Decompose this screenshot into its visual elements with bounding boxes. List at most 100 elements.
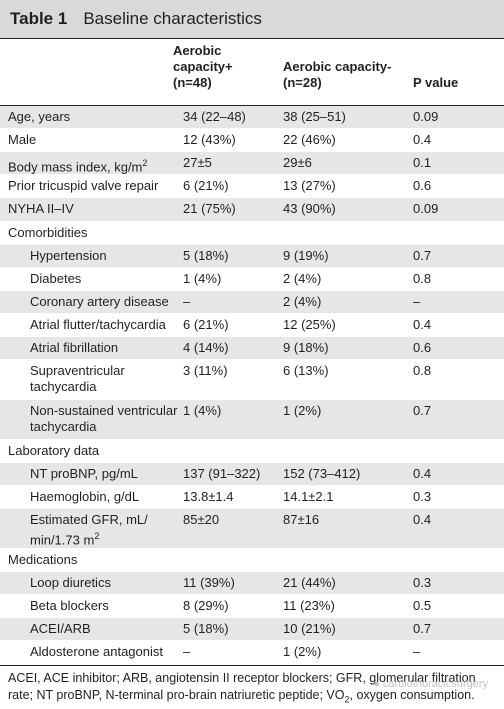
aerobic-plus-cell: – — [183, 644, 191, 659]
table-row: ACEI/ARB 5 (18%) 10 (21%) 0.7 — [0, 618, 504, 641]
table-row: Male 12 (43%) 22 (46%) 0.4 — [0, 129, 504, 152]
table-title-bar: Table 1 Baseline characteristics — [0, 0, 504, 38]
row-label-text: Body mass index, kg/m — [8, 159, 143, 175]
aerobic-minus-cell: 9 (19%) — [283, 248, 329, 263]
row-label: ACEI/ARB — [0, 618, 183, 640]
p-value-cell — [413, 549, 504, 571]
table-row: Prior tricuspid valve repair 6 (21%) 13 (2… — [0, 175, 504, 198]
row-label-text: Coronary artery disease — [30, 294, 169, 309]
row-label: Loop diuretics — [0, 572, 183, 594]
aerobic-plus-cell — [183, 222, 283, 244]
table-row: NT proBNP, pg/mL 137 (91–322) 152 (73–412)… — [0, 463, 504, 486]
aerobic-minus-cell: 11 (23%) — [283, 598, 335, 613]
row-label-text: Estimated GFR, mL/ — [30, 512, 148, 527]
watermark-text: cardiothoracicsurgery — [382, 678, 488, 690]
aerobic-minus-cell: 1 (2%) — [283, 644, 322, 659]
wechat-icon: ● — [373, 678, 380, 690]
top-rule — [0, 38, 504, 39]
row-label: Estimated GFR, mL/min/1.73 m2 — [0, 509, 183, 548]
aerobic-minus-cell: 14.1±2.1 — [283, 489, 334, 504]
aerobic-minus-cell: 21 (44%) — [283, 575, 336, 590]
row-label-text: Beta blockers — [30, 598, 109, 613]
table-footnote: ACEI, ACE inhibitor; ARB, angiotensin II… — [0, 666, 504, 709]
row-label-text-line2: tachycardia — [30, 419, 97, 434]
p-value-cell: 0.1 — [413, 155, 432, 170]
row-label-text: Hypertension — [30, 248, 107, 263]
table-number: Table 1 — [10, 9, 68, 28]
row-label-text-line2: min/1.73 m — [30, 532, 95, 548]
row-label-text: Male — [8, 132, 37, 147]
watermark: ● cardiothoracicsurgery — [373, 678, 488, 690]
table-row: NYHA II–IV 21 (75%) 43 (90%) 0.09 — [0, 198, 504, 222]
aerobic-plus-cell — [183, 440, 283, 462]
table-row: Non-sustained ventricular tachycardia 1 (4… — [0, 400, 504, 440]
row-label-text: Loop diuretics — [30, 575, 111, 590]
table-row: Diabetes 1 (4%) 2 (4%) 0.8 — [0, 268, 504, 291]
table-row: Comorbidities — [0, 222, 504, 245]
aerobic-minus-cell: 43 (90%) — [283, 201, 336, 216]
aerobic-minus-cell: 152 (73–412) — [283, 466, 361, 481]
p-value-cell: 0.3 — [413, 575, 432, 590]
bottom-rule — [0, 665, 504, 666]
row-label: NYHA II–IV — [0, 198, 183, 221]
aerobic-minus-cell — [283, 222, 413, 244]
row-label-text: NT proBNP, pg/mL — [30, 466, 138, 481]
row-label: Hypertension — [0, 245, 183, 267]
row-label-text: ACEI/ARB — [30, 621, 91, 636]
table-header: Aerobic capacity+ (n=48) Aerobic capacit… — [0, 39, 504, 105]
aerobic-plus-cell: 34 (22–48) — [183, 109, 246, 124]
table-row: Haemoglobin, g/dL 13.8±1.4 14.1±2.1 0.3 — [0, 486, 504, 509]
footnote-line-2-end: , oxygen consumption. — [349, 688, 475, 702]
aerobic-plus-cell: 6 (21%) — [183, 317, 229, 332]
table-row: Age, years 34 (22–48) 38 (25–51) 0.09 — [0, 106, 504, 129]
header-p-value: P value — [413, 75, 459, 90]
p-value-cell: – — [413, 644, 421, 659]
row-label-superscript: 2 — [94, 531, 100, 541]
row-label-text: Supraventricular — [30, 363, 125, 378]
row-label: Atrial flutter/tachycardia — [0, 314, 183, 336]
row-label-text: Non-sustained ventricular — [30, 403, 178, 418]
aerobic-plus-cell: 12 (43%) — [183, 132, 236, 147]
header-aerobic-plus-line1: Aerobic — [173, 43, 222, 58]
p-value-cell: 0.7 — [413, 621, 432, 636]
p-value-cell: 0.4 — [413, 317, 432, 332]
table-row: Aldosterone antagonist – 1 (2%) – — [0, 641, 504, 665]
row-label-text: Medications — [8, 552, 78, 567]
aerobic-plus-cell: 4 (14%) — [183, 340, 229, 355]
aerobic-minus-cell: 87±16 — [283, 512, 320, 527]
aerobic-plus-cell: 21 (75%) — [183, 201, 236, 216]
aerobic-minus-cell: 1 (2%) — [283, 403, 322, 418]
p-value-cell: 0.09 — [413, 201, 439, 216]
p-value-cell: 0.8 — [413, 363, 432, 378]
p-value-cell: 0.7 — [413, 248, 432, 263]
p-value-cell — [413, 222, 504, 244]
row-label-text: Prior tricuspid valve repair — [8, 178, 159, 193]
aerobic-minus-cell — [283, 440, 413, 462]
aerobic-plus-cell: 137 (91–322) — [183, 466, 261, 481]
aerobic-minus-cell: 6 (13%) — [283, 363, 329, 378]
aerobic-minus-cell: 22 (46%) — [283, 132, 336, 147]
aerobic-minus-cell: 12 (25%) — [283, 317, 336, 332]
aerobic-plus-cell: 85±20 — [183, 512, 220, 527]
header-rule — [0, 105, 504, 106]
table-row: Atrial flutter/tachycardia 6 (21%) 12 (25%… — [0, 314, 504, 337]
row-label-text: Haemoglobin, g/dL — [30, 489, 140, 504]
aerobic-plus-cell: 1 (4%) — [183, 271, 222, 286]
row-label: Non-sustained ventricular tachycardia — [0, 400, 183, 439]
row-label: Supraventricular tachycardia — [0, 360, 183, 399]
aerobic-plus-cell — [183, 549, 283, 571]
row-label-superscript: 2 — [142, 158, 148, 168]
table-row: Laboratory data — [0, 440, 504, 463]
aerobic-plus-cell: 1 (4%) — [183, 403, 222, 418]
row-label: Haemoglobin, g/dL — [0, 486, 183, 508]
aerobic-plus-cell: 11 (39%) — [183, 575, 235, 590]
row-label-text: Atrial flutter/tachycardia — [30, 317, 166, 332]
row-label: Age, years — [0, 106, 183, 128]
aerobic-minus-cell: 9 (18%) — [283, 340, 329, 355]
row-label-text-line2: tachycardia — [30, 379, 97, 394]
row-label-text: Aldosterone antagonist — [30, 644, 163, 659]
header-aerobic-minus-line1: Aerobic capacity- — [283, 59, 392, 74]
row-label: Diabetes — [0, 268, 183, 290]
aerobic-plus-cell: – — [183, 294, 191, 309]
